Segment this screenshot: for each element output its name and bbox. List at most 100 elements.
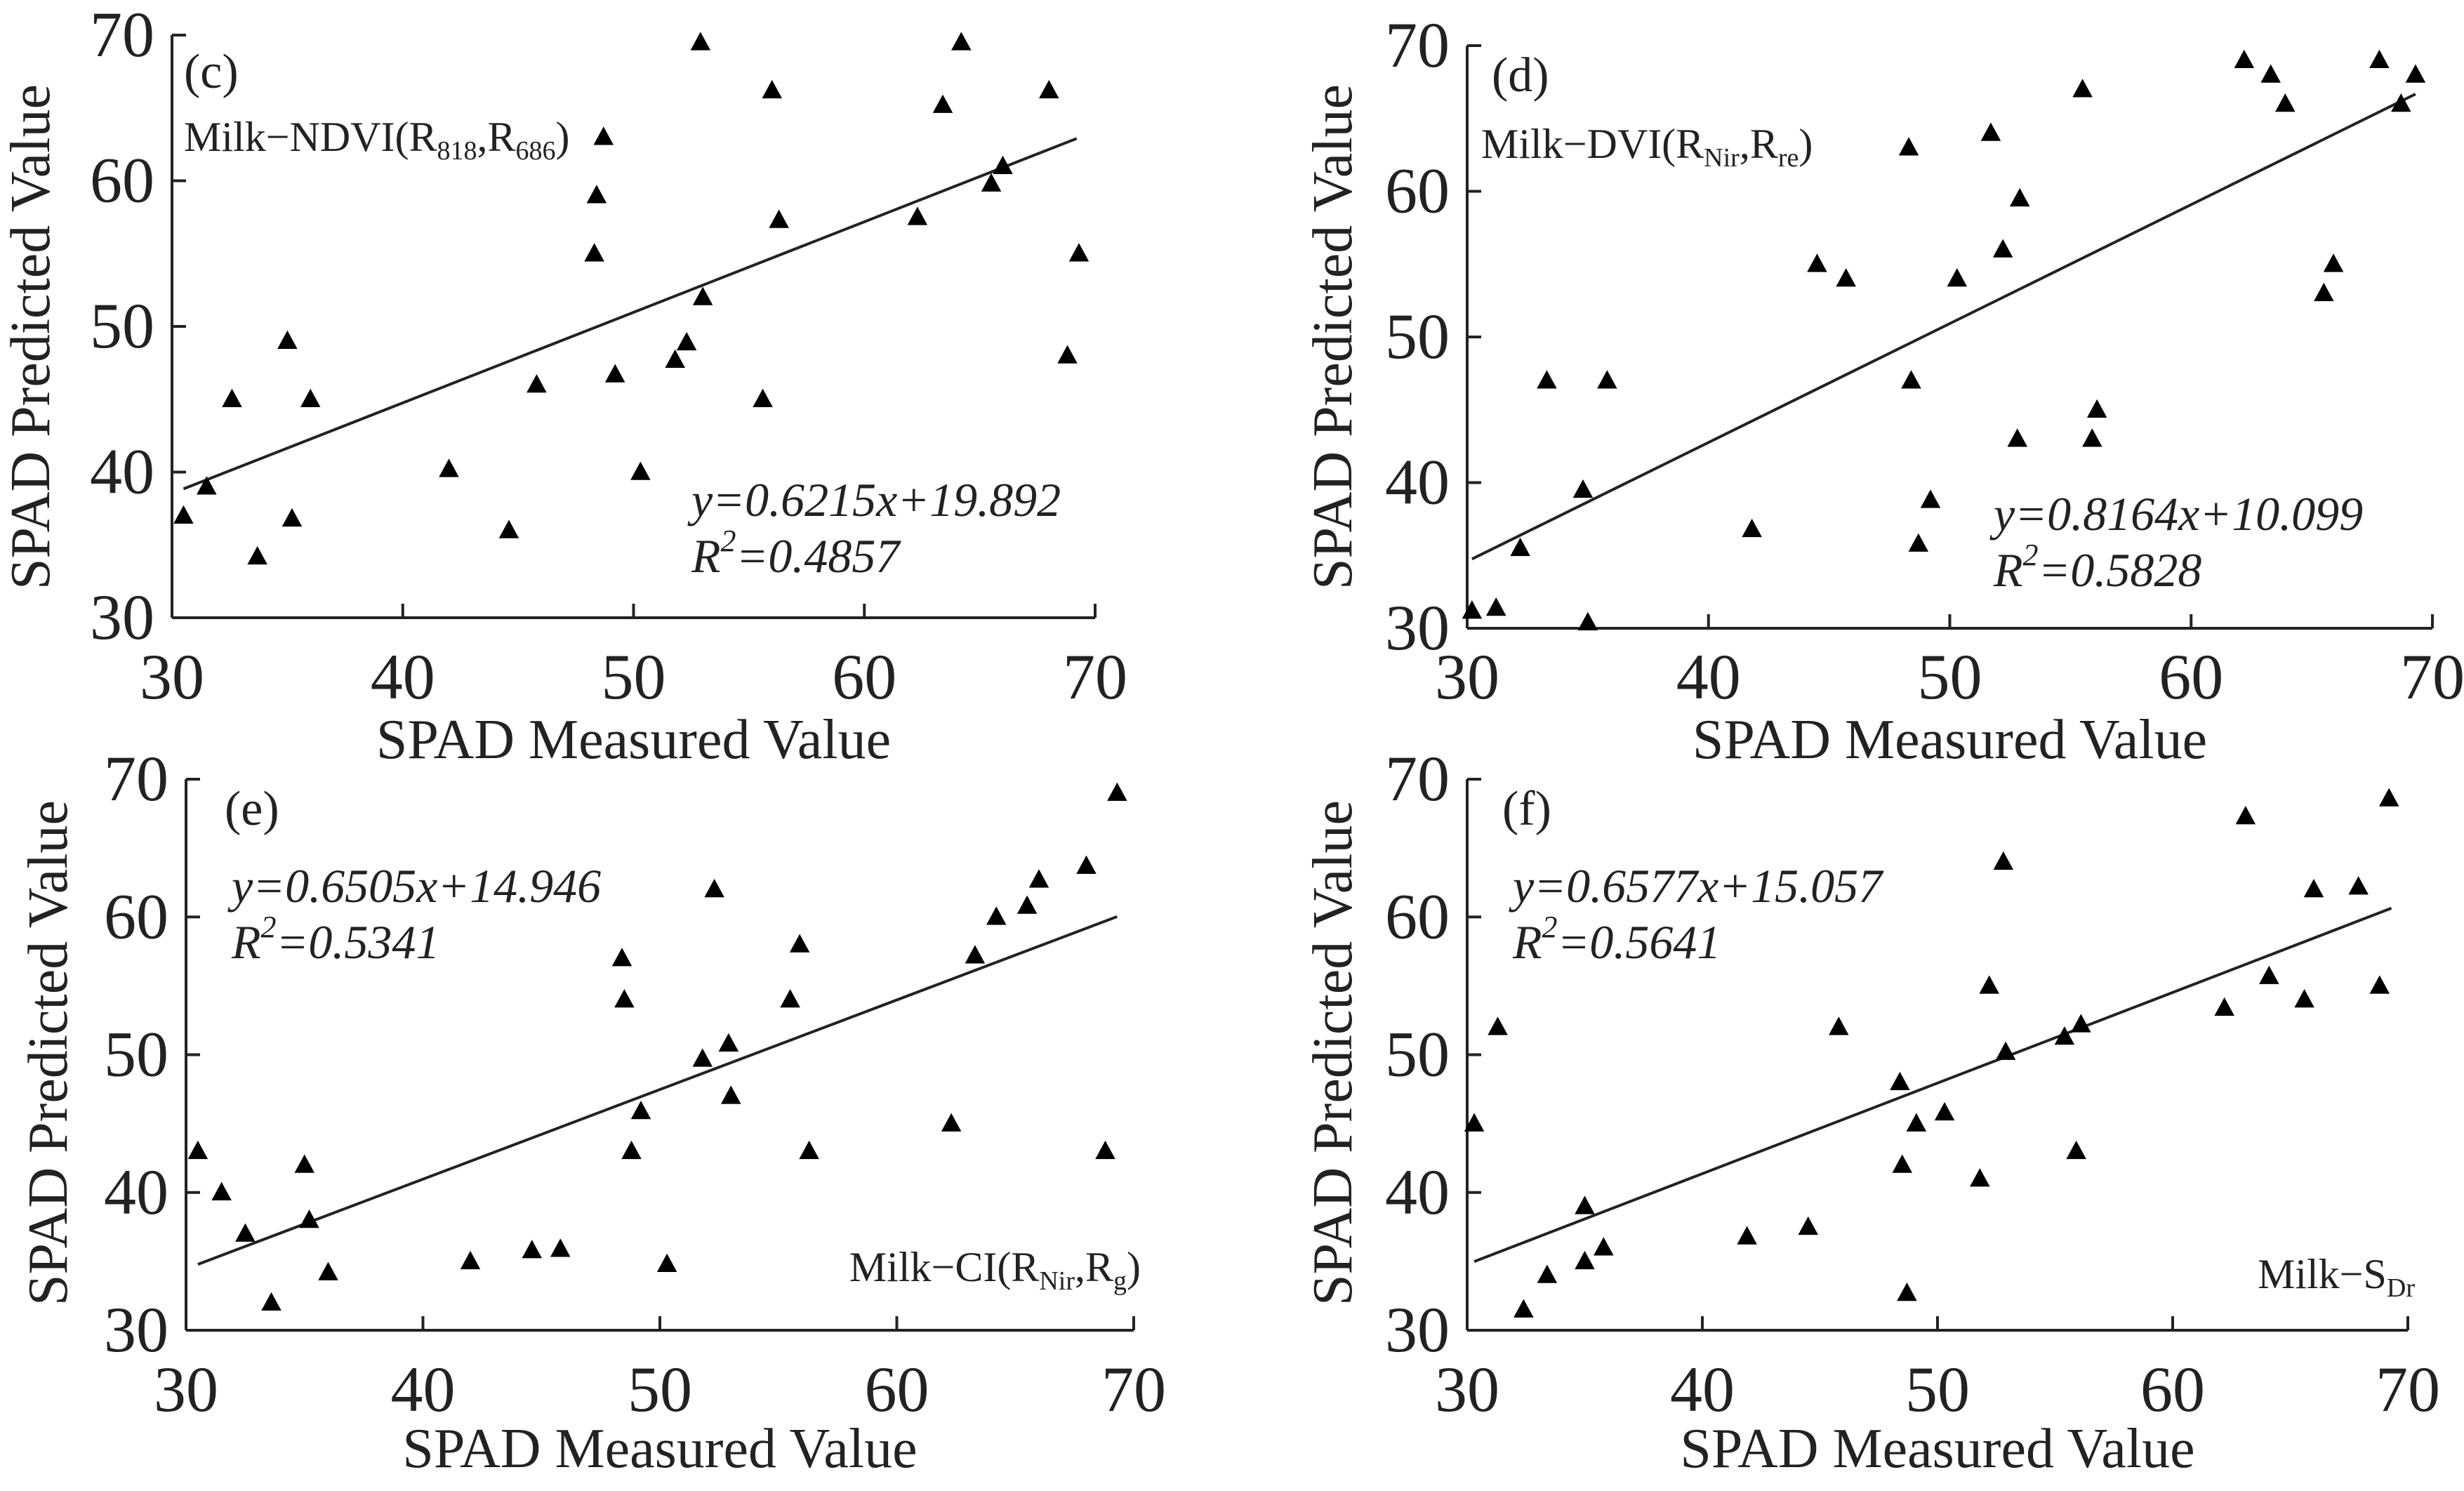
regression-equation: y=0.6505x+14.946	[227, 859, 601, 913]
data-point	[2275, 93, 2296, 112]
data-point	[1486, 597, 1506, 616]
data-point	[211, 1181, 232, 1200]
data-point	[1901, 370, 1921, 389]
data-point	[187, 1140, 208, 1160]
data-point	[692, 286, 713, 305]
x-axis-title: SPAD Measured Value	[1693, 709, 2207, 771]
y-tick-label: 60	[1385, 155, 1450, 227]
data-point	[704, 879, 724, 898]
model-label: Milk−NDVI(R818,R686)	[184, 114, 570, 166]
data-point	[630, 461, 651, 480]
regression-line	[183, 137, 1078, 491]
data-point	[1594, 1237, 1614, 1256]
data-point	[2066, 1140, 2086, 1160]
data-point	[932, 94, 953, 113]
x-tick-label: 30	[1435, 1353, 1499, 1425]
data-point	[498, 519, 519, 538]
r-squared: R2=0.5828	[1993, 538, 2201, 597]
data-point	[235, 1223, 256, 1242]
data-point	[1510, 537, 1530, 557]
data-point	[718, 1033, 739, 1052]
data-point	[261, 1292, 281, 1311]
data-point	[247, 545, 267, 565]
x-tick-label: 50	[628, 1353, 692, 1425]
regression-line	[1473, 906, 2392, 1264]
data-point	[2054, 1026, 2075, 1045]
data-point	[1039, 79, 1059, 99]
data-point	[460, 1250, 481, 1270]
y-tick-label: 30	[104, 1294, 168, 1365]
y-axis-title: SPAD Predicted Value	[0, 84, 62, 590]
data-point	[2405, 64, 2426, 83]
panel-label: (d)	[1492, 48, 1549, 102]
data-point	[2234, 49, 2255, 68]
data-point	[1575, 1195, 1595, 1214]
data-point	[692, 1048, 713, 1067]
y-tick-label: 30	[90, 581, 154, 653]
data-point	[1829, 1016, 1849, 1035]
data-point	[965, 945, 986, 964]
r-squared: R2=0.4857	[691, 524, 901, 583]
data-point	[2348, 876, 2369, 895]
x-axis-title: SPAD Measured Value	[376, 709, 891, 771]
data-point	[1737, 1226, 1757, 1245]
data-point	[281, 508, 303, 527]
data-point	[753, 388, 773, 407]
data-point	[1947, 268, 1968, 287]
data-point	[1892, 1154, 1912, 1173]
x-tick-label: 40	[371, 641, 435, 713]
data-point	[1057, 345, 1078, 364]
data-point	[907, 206, 928, 225]
data-point	[630, 1100, 651, 1120]
x-tick-label: 40	[1676, 641, 1741, 713]
data-point	[769, 209, 789, 228]
data-point	[2391, 93, 2411, 112]
data-point	[2009, 187, 2030, 207]
data-point	[173, 505, 194, 524]
r-squared: R2=0.5641	[1512, 910, 1721, 969]
x-tick-label: 30	[154, 1353, 218, 1425]
y-tick-label: 40	[104, 1156, 168, 1228]
data-point	[1028, 869, 1049, 888]
x-tick-label: 40	[391, 1353, 456, 1425]
y-tick-label: 70	[90, 0, 154, 70]
data-point	[789, 934, 810, 953]
data-point	[300, 388, 321, 407]
x-axis-title: SPAD Measured Value	[402, 1418, 917, 1480]
data-point	[299, 1210, 319, 1228]
data-point	[1897, 1283, 1917, 1301]
data-point	[294, 1154, 314, 1173]
data-point	[1934, 1101, 1955, 1121]
data-point	[611, 948, 632, 967]
model-label: Milk−CI(RNir,Rg)	[849, 1244, 1141, 1296]
data-point	[1970, 1168, 1990, 1187]
data-point	[2369, 975, 2390, 994]
data-point	[1906, 1113, 1927, 1132]
data-point	[1577, 611, 1598, 630]
y-tick-label: 40	[1385, 446, 1450, 518]
data-point	[1464, 1113, 1485, 1132]
data-point	[690, 32, 711, 51]
y-tick-label: 30	[1385, 1294, 1450, 1365]
data-point	[2303, 879, 2324, 898]
y-tick-label: 50	[104, 1019, 168, 1090]
y-tick-label: 50	[90, 290, 154, 362]
regression-line	[197, 915, 1118, 1266]
y-tick-label: 60	[90, 145, 154, 216]
data-point	[721, 1085, 741, 1104]
data-point	[2294, 989, 2314, 1008]
data-point	[1920, 489, 1941, 508]
x-tick-label: 70	[2400, 641, 2464, 713]
model-label: Milk−DVI(RNir,Rre)	[1481, 121, 1813, 173]
data-point	[2082, 428, 2102, 447]
data-point	[439, 458, 459, 477]
data-point	[1908, 533, 1929, 552]
y-tick-label: 50	[1385, 300, 1450, 372]
data-point	[526, 374, 547, 393]
x-tick-label: 30	[1435, 641, 1499, 713]
y-tick-label: 70	[1385, 743, 1450, 814]
data-point	[780, 989, 800, 1008]
x-tick-label: 60	[832, 641, 896, 713]
data-point	[277, 330, 298, 349]
y-tick-label: 70	[104, 743, 168, 814]
